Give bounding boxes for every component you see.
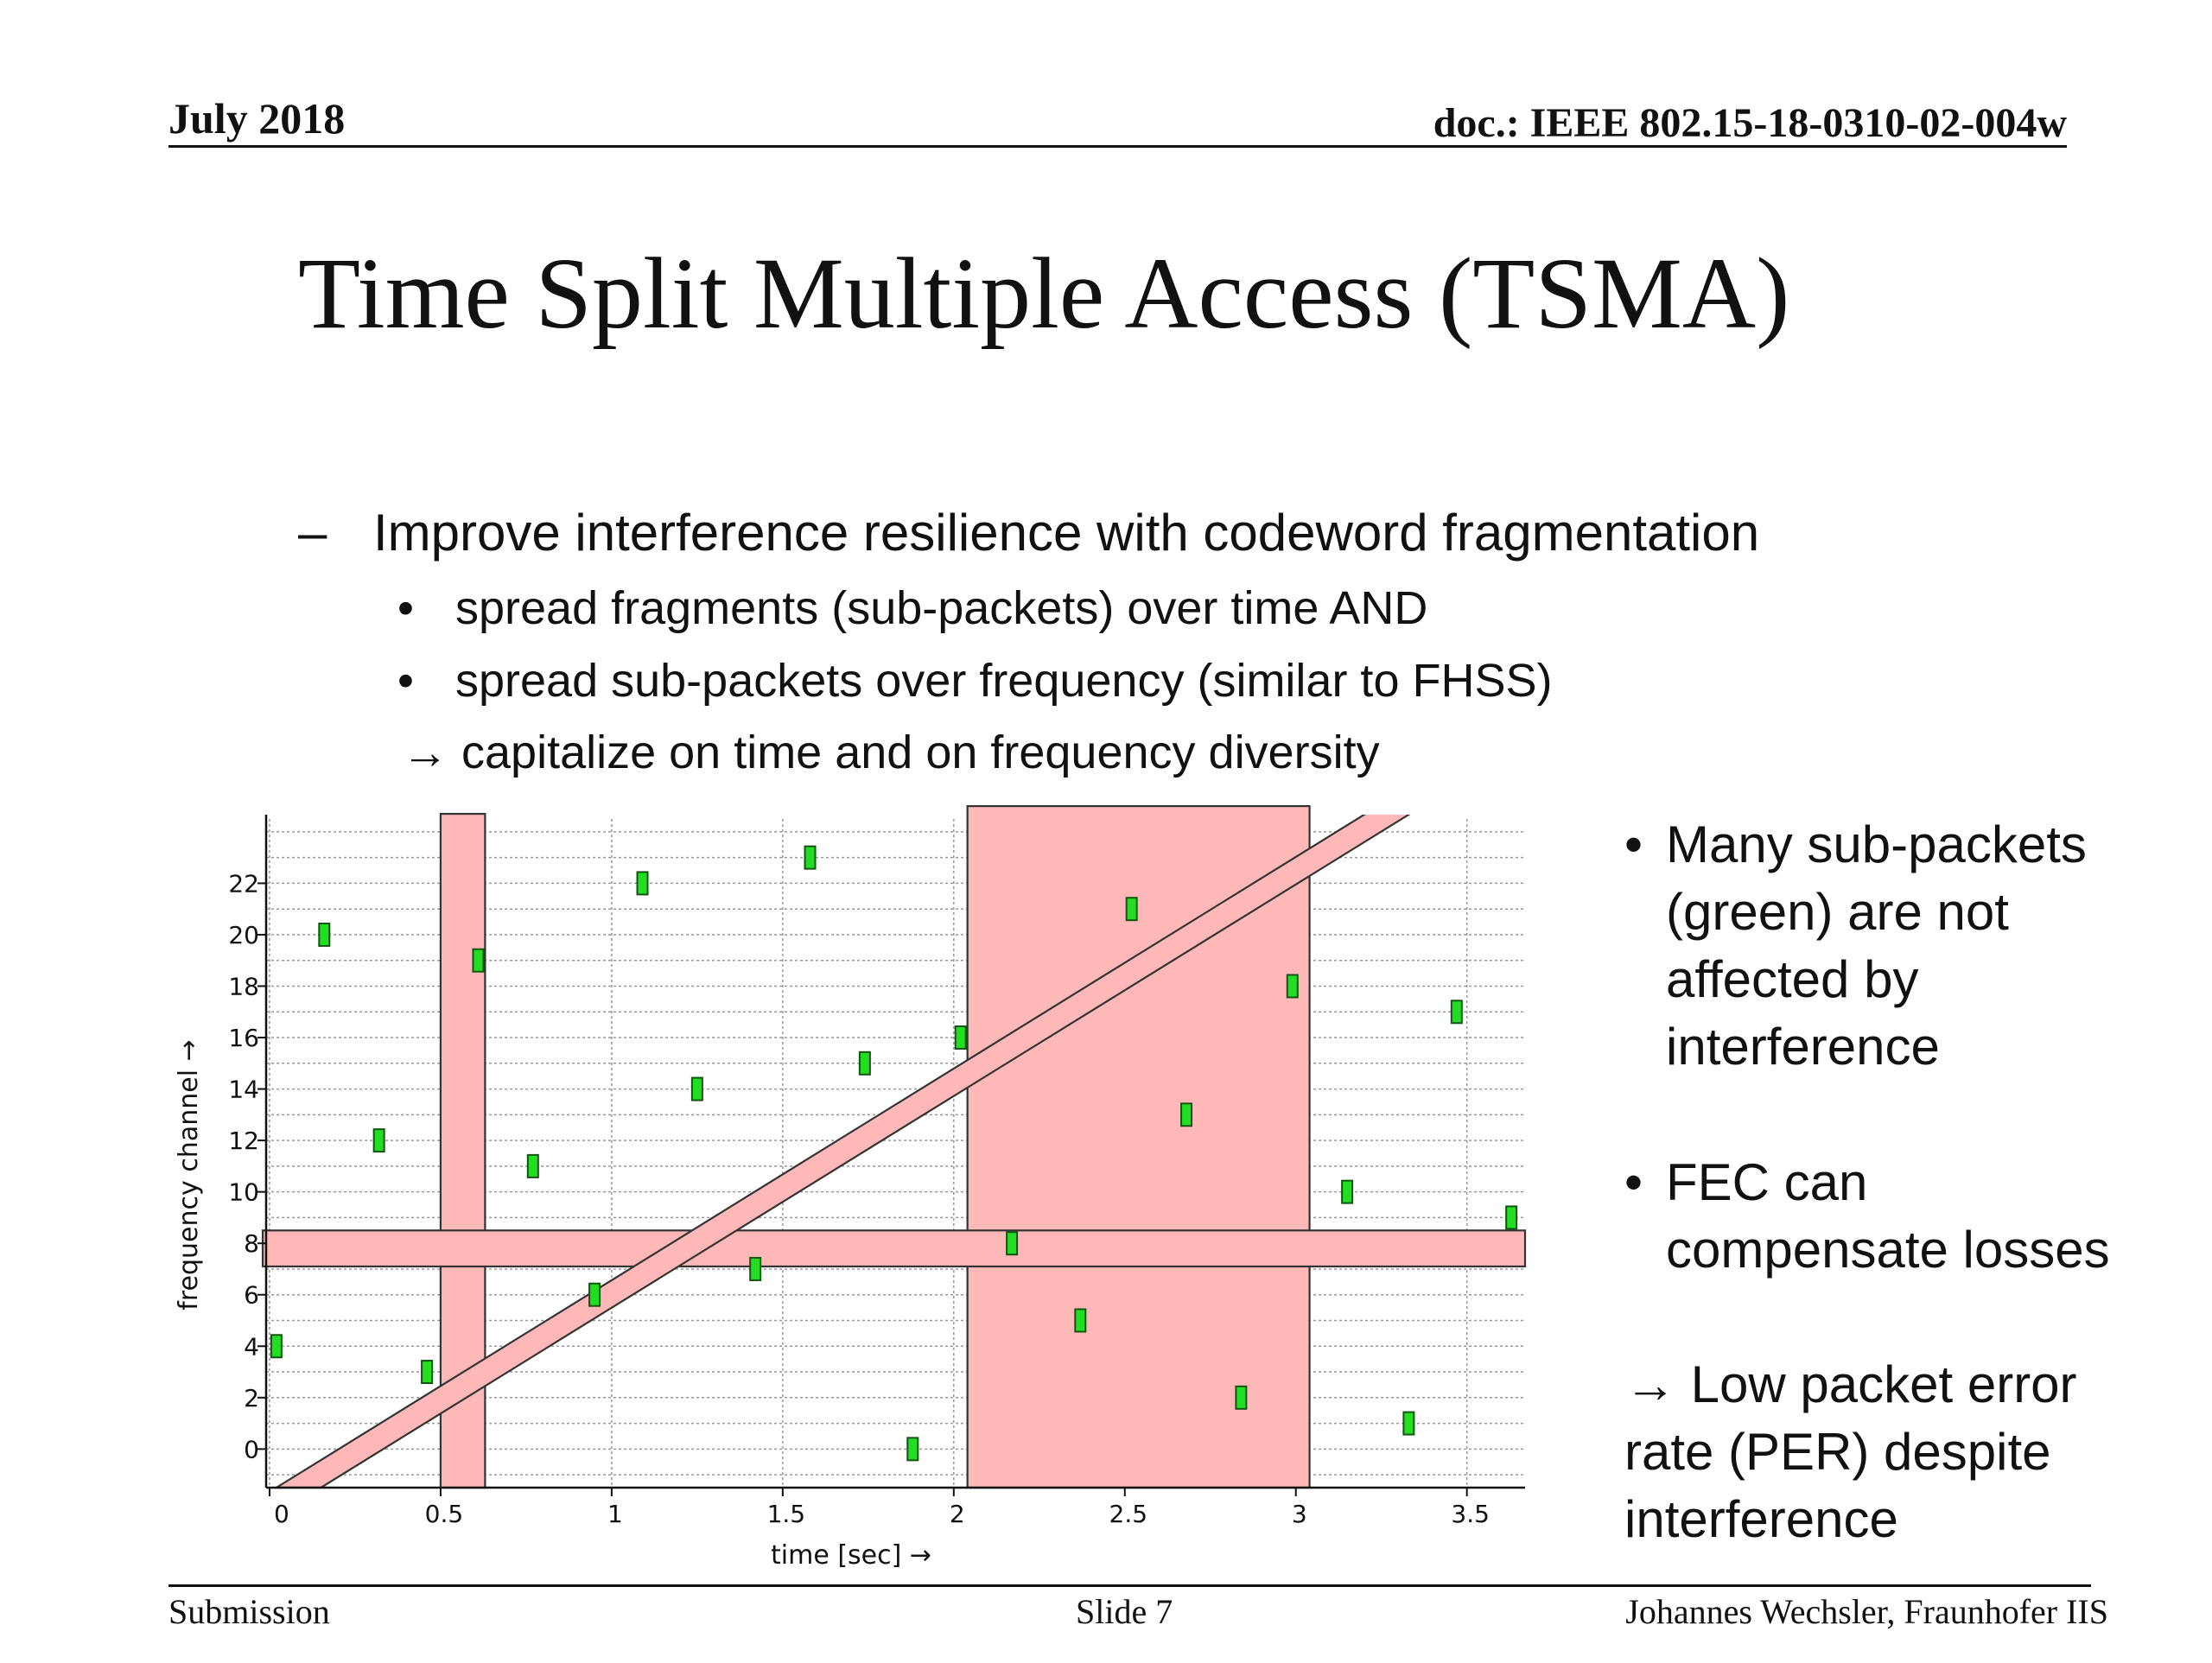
subpacket-marker — [1402, 1411, 1415, 1436]
subpacket-marker — [472, 948, 485, 973]
subpacket-marker — [1074, 1308, 1087, 1333]
y-tick-label: 10 — [228, 1178, 259, 1207]
side-note-line: (green) are not — [1666, 883, 2009, 941]
y-tick-label: 12 — [228, 1127, 259, 1155]
y-tick-label: 2 — [244, 1384, 259, 1412]
y-tick-label: 16 — [228, 1024, 259, 1052]
subpacket-marker — [1180, 1102, 1193, 1127]
footer-slide-number: Slide 7 — [1076, 1592, 1173, 1631]
footer-rule — [168, 1584, 2091, 1587]
subpacket-marker — [1235, 1385, 1248, 1410]
subpacket-marker — [1125, 897, 1138, 922]
subpacket-marker — [270, 1334, 283, 1359]
x-axis-label: time [sec] → — [771, 1540, 931, 1571]
dash-marker: – — [298, 504, 327, 562]
subpacket-marker — [526, 1153, 539, 1178]
bullet-conclusion: → capitalize on time and on frequency di… — [402, 727, 1380, 778]
axes: 0 0.5 1 1.5 2 2.5 3 3.5 0 2 4 6 8 10 12 14 16 18 20 22 — [228, 815, 1525, 1528]
x-tick-label: 1 — [607, 1500, 623, 1528]
y-tick-label: 14 — [228, 1076, 259, 1104]
interference-frequency-band — [261, 1229, 1527, 1268]
x-tick-label: 3 — [1292, 1500, 1307, 1528]
subpacket-markers — [270, 845, 1518, 1462]
subpacket-marker — [906, 1437, 919, 1462]
bullet-level1-text: Improve interference resilience with cod… — [373, 504, 1760, 562]
header-rule — [168, 145, 2067, 148]
subpacket-marker — [954, 1025, 967, 1050]
side-note-line: compensate losses — [1666, 1221, 2110, 1279]
subpacket-marker — [749, 1256, 762, 1281]
side-note-line: interference — [1666, 1018, 1940, 1076]
subpacket-marker — [1505, 1205, 1518, 1230]
y-tick-label: 18 — [228, 973, 259, 1001]
bullet-level2-text: spread fragments (sub-packets) over time… — [455, 582, 1428, 634]
bullet-level2-text: spread sub-packets over frequency (simil… — [455, 655, 1553, 707]
x-tick-label: 1.5 — [767, 1500, 806, 1528]
header-doc-id: doc.: IEEE 802.15-18-0310-02-004w — [1433, 100, 2067, 146]
axis-labels: time [sec] → frequency channel → — [174, 1039, 931, 1571]
subpacket-marker — [1286, 974, 1299, 999]
side-note-line: rate (PER) despite — [1624, 1423, 2051, 1481]
y-tick-label: 0 — [244, 1435, 259, 1463]
subpacket-marker — [858, 1050, 871, 1076]
subpacket-marker — [1450, 1000, 1463, 1025]
subpacket-marker — [318, 922, 331, 947]
header-date: July 2018 — [168, 94, 346, 143]
y-axis-label: frequency channel → — [174, 1039, 204, 1310]
bullet-level1: – Improve interference resilience with co… — [298, 503, 1759, 562]
side-note-line: affected by — [1666, 950, 1919, 1008]
side-note-line: Many sub-packets — [1666, 816, 2087, 873]
y-tick-label: 6 — [244, 1281, 259, 1310]
side-note-line: interference — [1624, 1490, 1898, 1548]
x-tick-label: 2 — [950, 1500, 965, 1528]
side-note-line: FEC can — [1666, 1153, 1868, 1211]
side-note-unaffected: • Many sub-packets (green) are not affec… — [1624, 811, 2087, 1081]
subpacket-marker — [421, 1360, 434, 1385]
footer-author: Johannes Wechsler, Fraunhofer IIS — [1625, 1592, 2108, 1631]
bullet-marker: • — [1624, 1153, 1643, 1211]
y-tick-label: 22 — [228, 869, 259, 898]
slide-title: Time Split Multiple Access (TSMA) — [298, 237, 1790, 350]
x-tick-label: 0.5 — [425, 1500, 464, 1528]
y-tick-label: 8 — [244, 1229, 259, 1258]
side-note-line: → Low packet error — [1624, 1355, 2077, 1413]
side-note-conclusion: → Low packet error rate (PER) despite in… — [1624, 1351, 2077, 1553]
bullet-level2: • spread sub-packets over frequency (simi… — [397, 654, 1552, 708]
subpacket-marker — [1006, 1231, 1019, 1256]
y-tick-label: 20 — [228, 921, 259, 949]
subpacket-marker — [372, 1128, 385, 1153]
y-tick-label: 4 — [244, 1332, 259, 1361]
footer-submission: Submission — [168, 1592, 330, 1631]
subpacket-marker — [636, 871, 649, 896]
subpacket-marker — [804, 845, 817, 870]
bullet-level2: • spread fragments (sub-packets) over tim… — [397, 581, 1427, 635]
x-tick-label: 0 — [274, 1500, 289, 1528]
interference-regions — [261, 805, 1527, 1489]
side-note-fec: • FEC can compensate losses — [1624, 1149, 2110, 1284]
bullet-marker: • — [397, 655, 414, 707]
x-tick-label: 3.5 — [1451, 1500, 1490, 1528]
subpacket-marker — [1341, 1179, 1354, 1204]
x-tick-label: 2.5 — [1109, 1500, 1148, 1528]
bullet-marker: • — [1624, 816, 1643, 873]
subpacket-marker — [690, 1076, 703, 1101]
subpacket-marker — [588, 1282, 601, 1307]
bullet-marker: • — [397, 582, 414, 634]
